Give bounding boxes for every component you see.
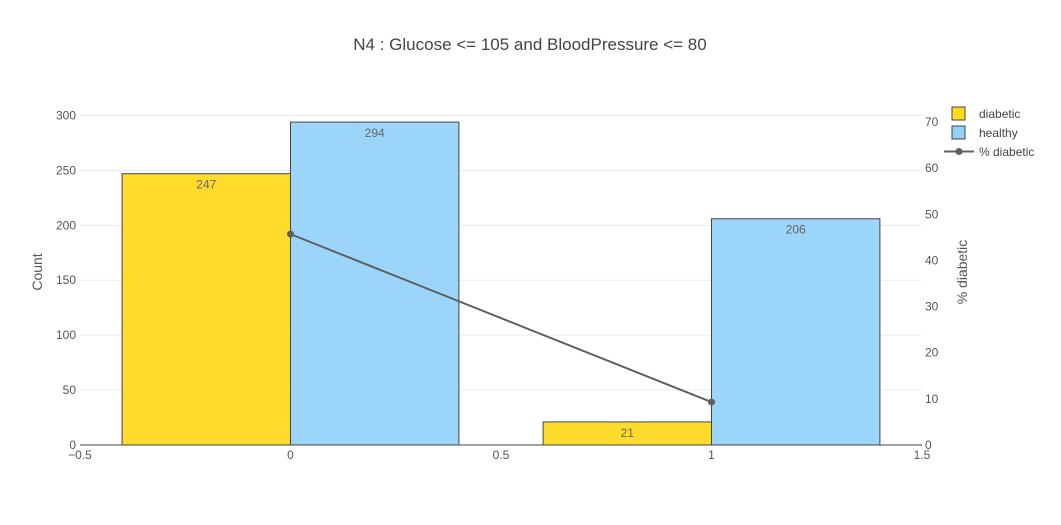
x-tick-label: 1 — [708, 448, 715, 462]
chart-title: N4 : Glucose <= 105 and BloodPressure <=… — [353, 35, 706, 54]
bar-healthy-0[interactable] — [290, 121, 460, 446]
y2-tick-label: 10 — [925, 392, 939, 406]
x-tick-label: −0.5 — [68, 448, 92, 462]
y2-axis-ticks: 0 10 20 30 40 50 60 70 — [925, 115, 939, 452]
x-tick-label: 1.5 — [914, 448, 931, 462]
y2-tick-label: 70 — [925, 115, 939, 129]
y-tick-label: 0 — [69, 438, 76, 452]
bar-diabetic-0[interactable] — [121, 173, 291, 446]
y-axis-ticks: 0 50 100 150 200 250 300 — [56, 108, 76, 452]
y-tick-label: 200 — [56, 218, 76, 232]
y-tick-label: 250 — [56, 163, 76, 177]
y-tick-label: 150 — [56, 273, 76, 287]
line-series — [287, 230, 715, 406]
y2-tick-label: 0 — [925, 438, 932, 452]
legend-swatch-healthy[interactable] — [951, 125, 966, 140]
y2-tick-label: 20 — [925, 346, 939, 360]
legend-swatch-diabetic[interactable] — [951, 106, 966, 121]
legend-label[interactable]: % diabetic — [979, 145, 1034, 159]
line-point[interactable] — [287, 230, 294, 238]
line-point[interactable] — [708, 398, 715, 406]
bar-labels: 247 21 294 206 — [196, 126, 806, 440]
y2-tick-label: 50 — [925, 207, 939, 221]
x-tick-label: 0.5 — [493, 448, 510, 462]
y2-tick-label: 40 — [925, 253, 939, 267]
bar-label: 294 — [365, 126, 385, 140]
bars — [121, 121, 881, 446]
y-tick-label: 100 — [56, 328, 76, 342]
line-diabetic[interactable] — [290, 233, 712, 404]
y2-tick-label: 30 — [925, 300, 939, 314]
bar-label: 247 — [196, 178, 216, 192]
x-axis-ticks: −0.5 0 0.5 1 1.5 — [68, 448, 931, 462]
bar-label: 21 — [621, 426, 635, 440]
x-tick-label: 0 — [287, 448, 294, 462]
bar-label: 206 — [786, 223, 806, 237]
y-tick-label: 50 — [63, 383, 77, 397]
bar-healthy-1[interactable] — [711, 218, 881, 446]
y-axis-title: Count — [29, 253, 45, 290]
legend[interactable]: diabetic healthy % diabetic — [944, 106, 1034, 159]
y2-axis-title: % diabetic — [954, 240, 970, 305]
legend-label[interactable]: diabetic — [979, 107, 1020, 121]
legend-swatch-marker[interactable] — [955, 148, 963, 155]
legend-label[interactable]: healthy — [979, 126, 1018, 140]
y2-tick-label: 60 — [925, 161, 939, 175]
y-tick-label: 300 — [56, 108, 76, 122]
